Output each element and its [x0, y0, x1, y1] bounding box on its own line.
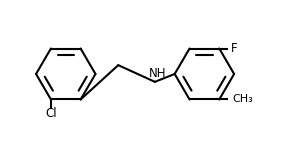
Text: CH₃: CH₃: [232, 95, 253, 105]
Text: NH: NH: [149, 67, 167, 81]
Text: F: F: [231, 42, 238, 55]
Text: Cl: Cl: [45, 107, 57, 120]
